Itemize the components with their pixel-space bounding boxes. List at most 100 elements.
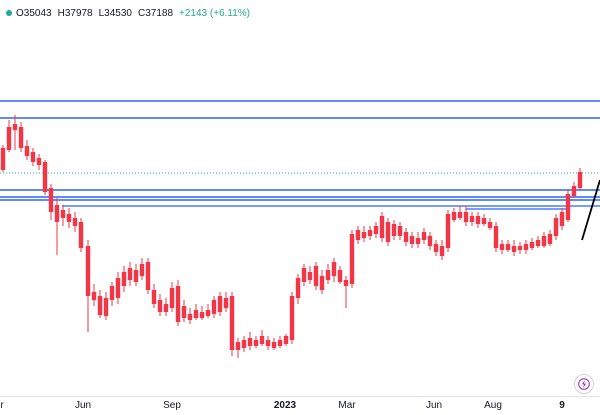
candle-body: [199, 312, 205, 318]
candle-body: [475, 216, 481, 224]
candle-body: [529, 242, 535, 248]
candle-body: [169, 288, 175, 308]
candle-body: [66, 214, 72, 222]
candle-body: [445, 214, 451, 248]
candle-body: [24, 146, 30, 156]
candle-body: [379, 216, 385, 238]
candle-body: [36, 158, 42, 165]
candle-body: [481, 218, 487, 224]
candle-body: [247, 338, 253, 346]
candle-body: [42, 162, 48, 192]
candlestick-chart[interactable]: [0, 0, 600, 396]
ohlc-high: H37978: [57, 7, 93, 19]
candle-body: [385, 222, 391, 242]
time-axis-label: Jun: [425, 400, 443, 411]
candle-body: [577, 172, 583, 188]
time-axis[interactable]: r Jun Sep 2023 Mar Jun Aug 9: [0, 396, 600, 415]
candle-body: [289, 296, 295, 340]
candle-body: [115, 278, 121, 298]
live-status-dot: [6, 10, 12, 16]
ohlc-change: +2143 (+6.11%): [179, 7, 251, 19]
candle-body: [373, 226, 379, 234]
time-axis-label: 2023: [273, 400, 297, 411]
candle-body: [259, 336, 265, 344]
candle-body: [313, 266, 319, 286]
candle-body: [12, 124, 18, 130]
candle-body: [295, 278, 301, 298]
ohlc-legend: O35043 H37978 L34530 C37188 +2143 (+6.11…: [0, 0, 600, 26]
candle-body: [18, 127, 24, 148]
candle-body: [427, 236, 433, 246]
candle-body: [175, 286, 181, 322]
candle-body: [553, 218, 559, 236]
candle-body: [367, 230, 373, 236]
candle-body: [271, 342, 277, 348]
candle-body: [91, 292, 97, 300]
candle-body: [78, 222, 84, 248]
candle-body: [361, 232, 367, 238]
candle-body: [157, 300, 163, 312]
time-axis-label: Mar: [338, 400, 356, 411]
candle-body: [121, 272, 127, 286]
candle-body: [97, 296, 103, 315]
candle-body: [391, 224, 397, 236]
candle-body: [205, 310, 211, 316]
candle-body: [181, 306, 187, 318]
candle-body: [547, 234, 553, 244]
candle-body: [451, 212, 457, 220]
ohlc-low: L34530: [98, 7, 132, 19]
candle-body: [499, 244, 505, 250]
candle-body: [211, 300, 217, 314]
candle-body: [457, 212, 463, 218]
lightning-button[interactable]: [574, 374, 594, 394]
ohlc-open: O35043: [16, 7, 52, 19]
candle-body: [331, 262, 337, 276]
candle-body: [301, 268, 307, 282]
time-axis-label: r: [0, 400, 4, 411]
candle-body: [103, 298, 109, 316]
candle-body: [415, 238, 421, 244]
ohlc-close: C37188: [138, 7, 174, 19]
candle-body: [253, 340, 259, 346]
candle-body: [277, 340, 283, 346]
time-axis-label: Sep: [163, 400, 181, 411]
candle-body: [0, 148, 6, 170]
candle-body: [54, 205, 60, 222]
candle-body: [535, 240, 541, 246]
candle-body: [319, 276, 325, 290]
candle-body: [235, 342, 241, 350]
candle-body: [193, 310, 199, 318]
candle-body: [397, 226, 403, 236]
candle-body: [523, 244, 529, 250]
candle-body: [487, 222, 493, 228]
candle-body: [559, 212, 565, 226]
candle-body: [307, 272, 313, 280]
candle-body: [145, 262, 151, 290]
candle-body: [505, 244, 511, 250]
time-axis-label: 9: [559, 400, 565, 411]
candle-body: [187, 314, 193, 320]
candle-body: [127, 268, 133, 280]
candle-body: [439, 246, 445, 256]
candle-body: [229, 296, 235, 350]
candle-body: [217, 296, 223, 312]
time-axis-label: Jun: [74, 400, 92, 411]
time-axis-label: Aug: [484, 400, 502, 411]
candle-body: [85, 246, 91, 296]
trend-line: [581, 179, 600, 241]
candle-body: [133, 270, 139, 282]
candle-body: [283, 336, 289, 344]
candle-body: [163, 304, 169, 312]
candle-body: [469, 216, 475, 222]
candle-body: [151, 290, 157, 304]
candle-body: [463, 212, 469, 222]
candle-body: [421, 232, 427, 240]
candle-body: [343, 280, 349, 286]
candle-body: [355, 230, 361, 240]
candle-body: [72, 218, 78, 226]
candle-body: [30, 152, 36, 162]
candle-body: [409, 236, 415, 244]
candle-body: [60, 210, 66, 218]
candle-body: [48, 188, 54, 212]
